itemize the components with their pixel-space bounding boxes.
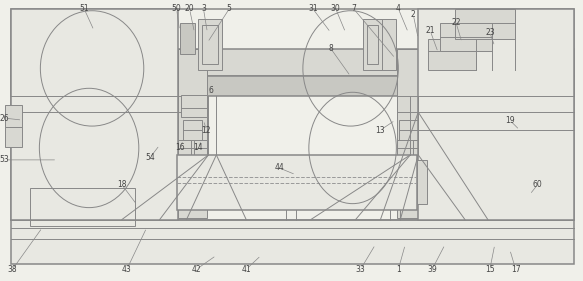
Text: 16: 16	[175, 144, 184, 153]
Bar	[178, 140, 191, 155]
Text: 51: 51	[79, 4, 89, 13]
Bar	[181, 95, 208, 117]
Text: 2: 2	[411, 10, 416, 19]
Bar	[178, 49, 208, 217]
Bar	[5, 105, 23, 127]
Bar	[10, 76, 574, 96]
Bar	[398, 140, 410, 155]
Text: 14: 14	[194, 144, 203, 153]
Text: 26: 26	[0, 114, 9, 123]
Text: 4: 4	[396, 4, 401, 13]
Text: 1: 1	[396, 265, 401, 274]
Text: 20: 20	[185, 4, 194, 13]
Bar	[418, 9, 574, 219]
Bar	[5, 127, 23, 147]
Bar	[367, 25, 378, 64]
Text: 30: 30	[331, 4, 340, 13]
Text: 13: 13	[375, 126, 385, 135]
Text: 21: 21	[426, 26, 435, 35]
Bar	[417, 160, 427, 204]
Text: 50: 50	[172, 4, 181, 13]
Text: 15: 15	[485, 265, 494, 274]
Bar	[363, 19, 382, 71]
Text: 41: 41	[241, 265, 251, 274]
Text: 6: 6	[209, 86, 214, 95]
Text: 43: 43	[122, 265, 132, 274]
Bar	[182, 120, 202, 140]
Bar	[195, 140, 208, 155]
Text: 31: 31	[308, 4, 318, 13]
Text: 39: 39	[427, 265, 437, 274]
Bar	[202, 25, 219, 64]
Text: 17: 17	[511, 265, 521, 274]
Bar	[180, 23, 195, 55]
Text: 7: 7	[351, 4, 356, 13]
Text: 23: 23	[485, 28, 494, 37]
Bar	[381, 23, 396, 55]
Bar	[10, 9, 178, 219]
Text: 44: 44	[274, 163, 284, 172]
Bar	[10, 219, 574, 264]
Bar	[177, 155, 417, 210]
Bar	[10, 9, 574, 219]
Text: 53: 53	[0, 155, 9, 164]
Bar	[10, 49, 574, 76]
Bar	[428, 38, 476, 71]
Bar	[198, 19, 222, 71]
Text: 33: 33	[356, 265, 366, 274]
Bar	[440, 23, 492, 51]
Text: 5: 5	[227, 4, 231, 13]
Text: 19: 19	[505, 115, 515, 124]
Bar	[30, 188, 135, 226]
Text: 42: 42	[192, 265, 201, 274]
Bar	[399, 120, 419, 140]
Text: 18: 18	[117, 180, 127, 189]
Bar	[413, 140, 426, 155]
Text: 60: 60	[533, 180, 542, 189]
Text: 12: 12	[202, 126, 211, 135]
Text: 3: 3	[201, 4, 206, 13]
Bar	[398, 49, 427, 217]
Text: 22: 22	[451, 18, 461, 27]
Text: 54: 54	[145, 153, 154, 162]
Text: 8: 8	[328, 44, 333, 53]
Bar	[455, 9, 515, 38]
Text: 38: 38	[8, 265, 17, 274]
Bar	[381, 19, 396, 71]
